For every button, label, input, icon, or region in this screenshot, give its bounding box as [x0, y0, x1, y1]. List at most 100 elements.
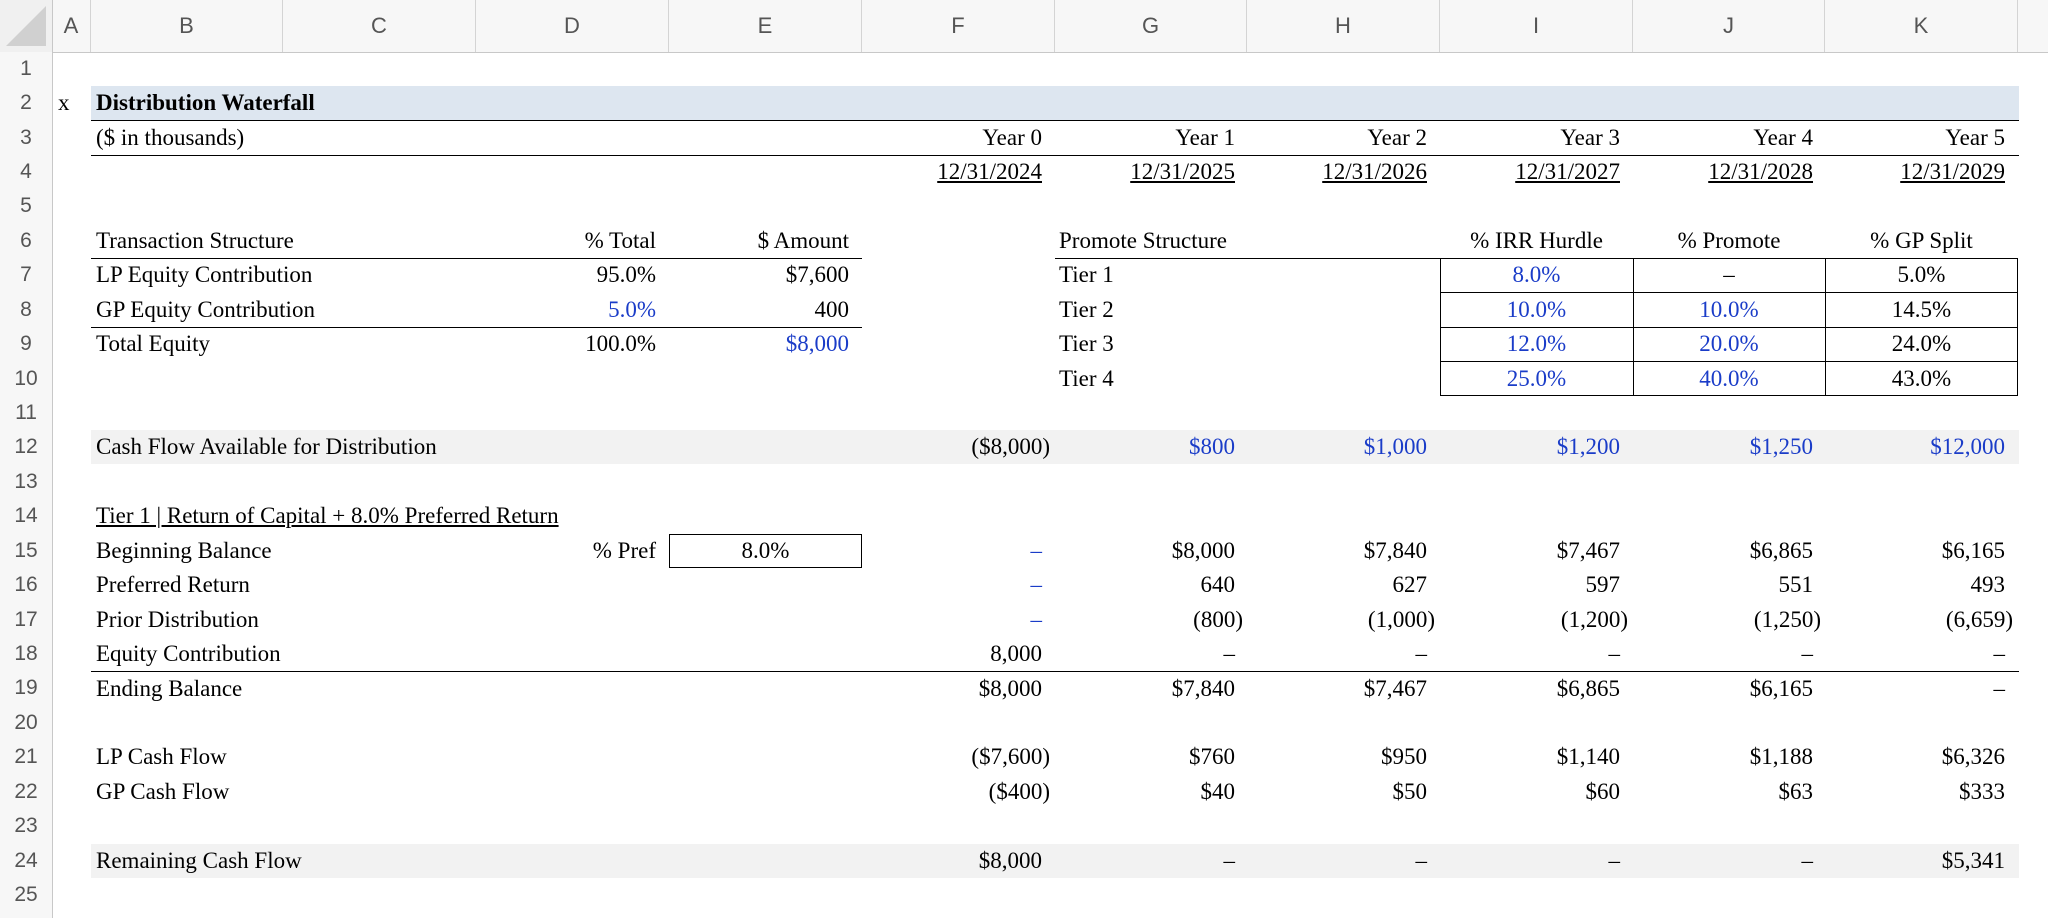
- row-header-9[interactable]: 9: [20, 332, 32, 355]
- gp-cash-flow-year-3[interactable]: $60: [1585, 779, 1621, 804]
- total-equity-label[interactable]: Total Equity: [96, 331, 211, 356]
- ending-balance-year-1[interactable]: $7,840: [1171, 676, 1235, 701]
- lp-cash-flow-year-3[interactable]: $1,140: [1556, 744, 1620, 769]
- equity-contribution-year-0[interactable]: 8,000: [990, 641, 1042, 666]
- row-header-4[interactable]: 4: [20, 160, 32, 183]
- pref-input[interactable]: 8.0%: [741, 538, 790, 563]
- tier-4-label[interactable]: Tier 4: [1059, 366, 1114, 391]
- column-header-h[interactable]: H: [1247, 0, 1440, 52]
- tier-2-split[interactable]: 14.5%: [1891, 297, 1952, 322]
- ending-balance-year-0[interactable]: $8,000: [978, 676, 1042, 701]
- gp-cash-flow-year-5[interactable]: $333: [1959, 779, 2005, 804]
- remaining-cash-flow-year-2[interactable]: –: [1415, 848, 1428, 873]
- cfad-year-2[interactable]: $1,000: [1363, 434, 1427, 459]
- prior-distribution-year-2[interactable]: (1,000): [1367, 607, 1435, 632]
- tier-1-section-header[interactable]: Tier 1 | Return of Capital + 8.0% Prefer…: [96, 503, 559, 528]
- beginning-balance-year-0[interactable]: –: [1030, 538, 1043, 563]
- cfad-year-4[interactable]: $1,250: [1749, 434, 1813, 459]
- row-header-19[interactable]: 19: [14, 676, 38, 699]
- lp-cash-flow-year-1[interactable]: $760: [1189, 744, 1235, 769]
- tier-4-split[interactable]: 43.0%: [1891, 366, 1952, 391]
- date-year-1[interactable]: 12/31/2025: [1130, 159, 1235, 184]
- row-header-8[interactable]: 8: [20, 298, 32, 321]
- preferred-return-label[interactable]: Preferred Return: [96, 572, 250, 597]
- preferred-return-year-2[interactable]: 627: [1392, 572, 1428, 597]
- prior-distribution-year-3[interactable]: (1,200): [1560, 607, 1628, 632]
- date-year-3[interactable]: 12/31/2027: [1515, 159, 1620, 184]
- row-header-21[interactable]: 21: [14, 745, 38, 768]
- row-header-14[interactable]: 14: [14, 504, 38, 527]
- row-header-5[interactable]: 5: [20, 194, 32, 217]
- tier-3-label[interactable]: Tier 3: [1059, 331, 1114, 356]
- row-header-25[interactable]: 25: [14, 883, 38, 906]
- select-all-corner[interactable]: [0, 0, 53, 52]
- irr-hurdle-header[interactable]: % IRR Hurdle: [1470, 228, 1603, 253]
- year-0-header[interactable]: Year 0: [982, 125, 1042, 150]
- cfad-year-3[interactable]: $1,200: [1556, 434, 1620, 459]
- prior-distribution-year-5[interactable]: (6,659): [1945, 607, 2013, 632]
- column-header-c[interactable]: C: [283, 0, 476, 52]
- date-year-0[interactable]: 12/31/2024: [937, 159, 1042, 184]
- column-header-g[interactable]: G: [1055, 0, 1247, 52]
- column-header-j[interactable]: J: [1633, 0, 1825, 52]
- ending-balance-label[interactable]: Ending Balance: [96, 676, 243, 701]
- lp-cash-flow-year-0[interactable]: ($7,600): [971, 744, 1050, 769]
- preferred-return-year-0[interactable]: –: [1030, 572, 1043, 597]
- row-header-20[interactable]: 20: [14, 711, 38, 734]
- gp-cash-flow-year-2[interactable]: $50: [1392, 779, 1428, 804]
- lp-cash-flow-year-4[interactable]: $1,188: [1749, 744, 1813, 769]
- row-header-18[interactable]: 18: [14, 642, 38, 665]
- beginning-balance-year-2[interactable]: $7,840: [1363, 538, 1427, 563]
- tier-2-promote[interactable]: 10.0%: [1699, 297, 1759, 322]
- row-header-12[interactable]: 12: [14, 435, 38, 458]
- tier-2-irr[interactable]: 10.0%: [1506, 297, 1567, 322]
- cfad-year-1[interactable]: $800: [1189, 434, 1235, 459]
- remaining-cash-flow-label[interactable]: Remaining Cash Flow: [96, 848, 302, 873]
- row-header-13[interactable]: 13: [14, 470, 38, 493]
- preferred-return-year-4[interactable]: 551: [1778, 572, 1814, 597]
- beginning-balance-label[interactable]: Beginning Balance: [96, 538, 272, 563]
- cfad-label[interactable]: Cash Flow Available for Distribution: [96, 434, 437, 459]
- tier-2-label[interactable]: Tier 2: [1059, 297, 1114, 322]
- ending-balance-year-2[interactable]: $7,467: [1363, 676, 1427, 701]
- total-equity-amount[interactable]: $8,000: [785, 331, 849, 356]
- remaining-cash-flow-year-3[interactable]: –: [1608, 848, 1621, 873]
- gp-equity-amount[interactable]: 400: [814, 297, 850, 322]
- prior-distribution-label[interactable]: Prior Distribution: [96, 607, 259, 632]
- preferred-return-year-5[interactable]: 493: [1970, 572, 2006, 597]
- cfad-year-0[interactable]: ($8,000): [971, 434, 1050, 459]
- column-header-k[interactable]: K: [1825, 0, 2018, 52]
- column-header-b[interactable]: B: [91, 0, 283, 52]
- pct-total-header[interactable]: % Total: [584, 228, 656, 253]
- tier-1-split[interactable]: 5.0%: [1897, 262, 1946, 287]
- year-3-header[interactable]: Year 3: [1560, 125, 1620, 150]
- promote-structure-header[interactable]: Promote Structure: [1059, 228, 1227, 253]
- prior-distribution-year-1[interactable]: (800): [1193, 607, 1243, 632]
- row-header-17[interactable]: 17: [14, 608, 38, 631]
- remaining-cash-flow-year-5[interactable]: $5,341: [1941, 848, 2005, 873]
- year-2-header[interactable]: Year 2: [1367, 125, 1427, 150]
- gp-cash-flow-year-4[interactable]: $63: [1778, 779, 1814, 804]
- row-header-16[interactable]: 16: [14, 573, 38, 596]
- row-header-23[interactable]: 23: [14, 814, 38, 837]
- gp-equity-pct[interactable]: 5.0%: [608, 297, 656, 322]
- gp-split-header[interactable]: % GP Split: [1870, 228, 1973, 253]
- column-header-a[interactable]: A: [52, 0, 91, 52]
- lp-cash-flow-year-5[interactable]: $6,326: [1941, 744, 2005, 769]
- row-header-22[interactable]: 22: [14, 780, 38, 803]
- row-header-1[interactable]: 1: [20, 57, 32, 80]
- equity-contribution-label[interactable]: Equity Contribution: [96, 641, 281, 666]
- tier-3-irr[interactable]: 12.0%: [1506, 331, 1567, 356]
- ending-balance-year-5[interactable]: –: [1993, 676, 2006, 701]
- beginning-balance-year-3[interactable]: $7,467: [1556, 538, 1620, 563]
- date-year-4[interactable]: 12/31/2028: [1708, 159, 1813, 184]
- prior-distribution-year-4[interactable]: (1,250): [1753, 607, 1821, 632]
- row-header-11[interactable]: 11: [15, 401, 37, 424]
- tier-4-irr[interactable]: 25.0%: [1506, 366, 1567, 391]
- remaining-cash-flow-year-0[interactable]: $8,000: [978, 848, 1042, 873]
- equity-contribution-year-4[interactable]: –: [1801, 641, 1814, 666]
- gp-cash-flow-year-1[interactable]: $40: [1200, 779, 1236, 804]
- row-header-15[interactable]: 15: [14, 539, 38, 562]
- preferred-return-year-3[interactable]: 597: [1585, 572, 1621, 597]
- year-4-header[interactable]: Year 4: [1753, 125, 1813, 150]
